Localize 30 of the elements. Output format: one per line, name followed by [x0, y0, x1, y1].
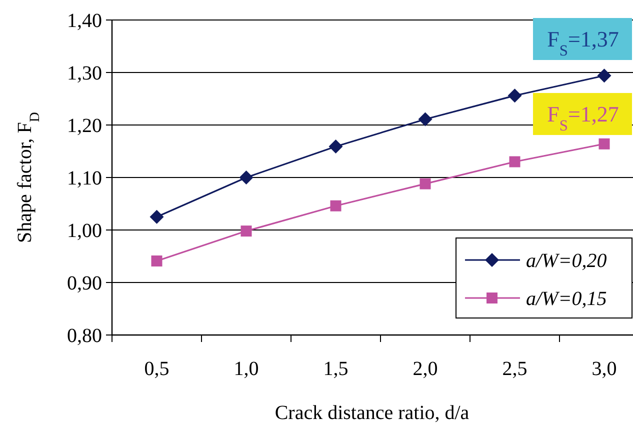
point: [509, 156, 520, 168]
y-tick-label: 1,30: [67, 62, 102, 84]
point: [240, 226, 252, 237]
point: [328, 140, 343, 154]
x-tick-label: 1,5: [323, 358, 348, 380]
y-tick-label: 0,80: [67, 325, 102, 347]
point: [150, 210, 164, 224]
point: [597, 68, 612, 83]
legend-label: a/W=0,20: [526, 250, 607, 272]
annotation: F$_{S}$=1,37: [547, 26, 619, 60]
y-tick-label: 0,90: [67, 272, 102, 294]
point: [598, 138, 610, 150]
x-tick-label: 3,0: [592, 358, 617, 380]
x-tick-label: 1,0: [234, 358, 259, 380]
point: [508, 88, 522, 103]
y-tick-label: 1,40: [67, 10, 102, 32]
x-axis-title: Crack distance ratio, d/a: [274, 402, 470, 424]
y-tick-label: 1,10: [67, 168, 102, 190]
point: [420, 178, 431, 190]
point: [330, 200, 342, 212]
y-tick-label: 1,20: [67, 115, 102, 137]
annotation: F$_{S}$=1,27: [547, 102, 619, 134]
legend-label: a/W=0,15: [526, 288, 607, 310]
point: [418, 112, 432, 126]
x-tick-label: 0,5: [144, 358, 170, 380]
x-tick-label: 2,0: [412, 358, 438, 380]
y-tick-label: 1,00: [67, 220, 102, 242]
point: [151, 255, 162, 266]
x-tick-label: 2,5: [502, 358, 528, 380]
point: [239, 170, 254, 184]
